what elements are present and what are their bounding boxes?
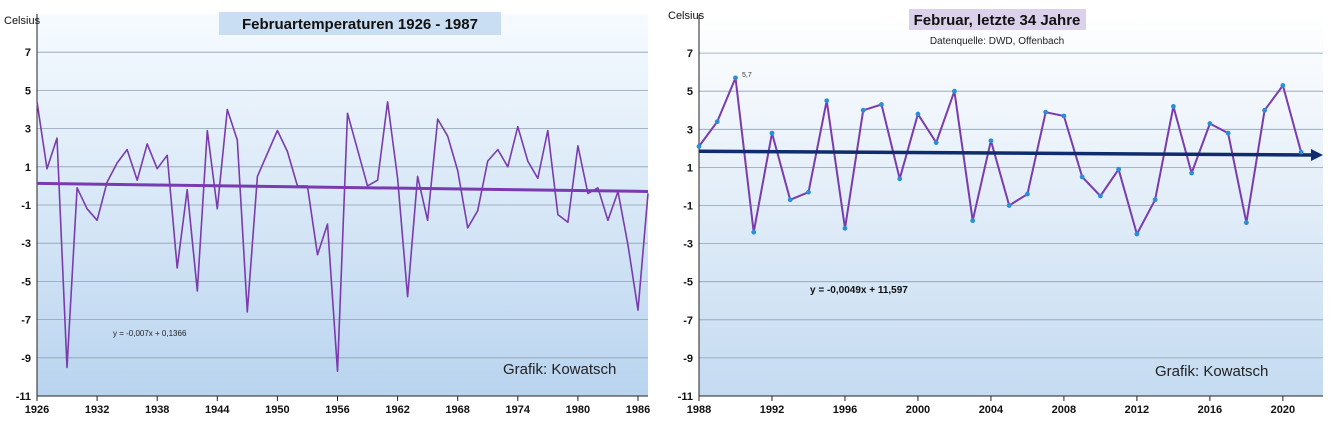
data-point (988, 138, 994, 144)
data-point (787, 197, 793, 203)
y-tick-label: -7 (21, 315, 31, 327)
credit-label: Grafik: Kowatsch (1155, 363, 1268, 380)
trend-line (36, 181, 649, 193)
gridlines (699, 52, 1323, 359)
data-point (1280, 83, 1286, 88)
chart-title: Februartemperaturen 1926 - 1987 (242, 16, 478, 33)
y-tick-label: 7 (687, 48, 693, 60)
x-tick-label: 1926 (25, 404, 49, 416)
data-point (1298, 149, 1304, 155)
x-tick-label: 2008 (1052, 404, 1076, 416)
data-point (733, 75, 738, 81)
data-point (824, 98, 830, 104)
data-point (769, 130, 775, 136)
chart-left: 7 5 3 1 -1 -3 -5 -7 -9 -11 1926 1932 1938 1944 1950 19… (4, 12, 650, 416)
y-tick-label: 1 (25, 162, 31, 174)
temperature-series-line (36, 101, 649, 373)
x-tick-label: 2020 (1271, 404, 1295, 416)
x-tick-label: 1992 (760, 404, 784, 416)
temperature-series-line (698, 76, 1303, 236)
point-label: 5,7 (742, 72, 752, 79)
x-tick-label: 1988 (687, 404, 711, 416)
x-tick-label: 1932 (85, 404, 109, 416)
y-tick-label: -3 (21, 238, 31, 250)
chart-title: Februar, letzte 34 Jahre (914, 12, 1081, 29)
x-tick-label: 1962 (385, 404, 409, 416)
y-tick-label: 3 (25, 124, 31, 136)
trend-equation: y = -0,007x + 0,1366 (113, 329, 187, 338)
data-point (1207, 121, 1213, 126)
trend-line (698, 149, 1316, 157)
y-tick-label: 1 (687, 162, 693, 174)
data-point (1116, 166, 1122, 172)
title-background (909, 9, 1086, 30)
y-tick-label: 7 (25, 47, 31, 59)
x-tick-label: 2016 (1198, 404, 1222, 416)
y-tick-label: -5 (21, 276, 31, 288)
y-unit-label: Celsius (668, 10, 705, 22)
x-tick-label: 1944 (205, 404, 230, 416)
chart-subtitle: Datenquelle: DWD, Offenbach (930, 36, 1064, 47)
x-tick-label: 1956 (325, 404, 349, 416)
data-point (1243, 220, 1249, 226)
x-tick-label: 1980 (566, 404, 590, 416)
data-point (1025, 191, 1030, 197)
data-point (1043, 109, 1049, 115)
x-tick-label: 1996 (833, 404, 857, 416)
data-point (879, 102, 884, 107)
title-background (219, 12, 501, 35)
trend-arrowhead (1311, 149, 1323, 162)
data-point (751, 229, 757, 235)
data-point (1170, 104, 1176, 109)
y-tick-label: 5 (687, 86, 693, 98)
x-tick-label: 1986 (626, 404, 650, 416)
y-tick-label: -1 (683, 201, 693, 213)
chart-right: 7 5 3 1 -1 -3 -5 -7 -9 -11 1988 1992 1996 2000 2004 20… (668, 9, 1323, 416)
y-tick-label: -1 (21, 200, 31, 212)
data-point (970, 218, 976, 224)
data-point (860, 107, 866, 113)
x-tick-label: 2012 (1125, 404, 1149, 416)
data-point (1225, 130, 1231, 136)
data-point (1262, 107, 1268, 113)
data-point (1006, 203, 1012, 208)
data-point (952, 88, 957, 94)
data-point (1152, 197, 1158, 203)
data-point (1189, 170, 1195, 176)
y-tick-label: -11 (678, 391, 693, 403)
trend-equation: y = -0,0049x + 11,597 (810, 285, 908, 296)
data-point (915, 111, 921, 117)
data-point (1061, 113, 1067, 119)
y-tick-label: -5 (683, 277, 693, 289)
data-point (897, 176, 903, 182)
data-point (1098, 193, 1103, 199)
y-tick-label: -9 (683, 353, 693, 365)
y-unit-label: Celsius (4, 15, 41, 27)
y-tick-label: -3 (683, 239, 693, 251)
y-tick-label: -11 (16, 391, 31, 403)
data-point (806, 189, 811, 195)
y-tick-label: -7 (683, 315, 693, 327)
x-tick-label: 1950 (265, 404, 289, 416)
data-point (714, 119, 720, 125)
x-tick-label: 1974 (506, 404, 531, 416)
data-point (933, 140, 939, 146)
data-point (1134, 231, 1140, 237)
x-tick-label: 1938 (145, 404, 169, 416)
y-tick-label: -9 (21, 353, 31, 365)
x-tick-label: 2000 (906, 404, 930, 416)
x-tick-label: 2004 (979, 404, 1004, 416)
data-point (1079, 174, 1085, 180)
credit-label: Grafik: Kowatsch (503, 361, 616, 378)
y-tick-label: 3 (687, 124, 693, 136)
data-point (696, 144, 702, 149)
y-tick-label: 5 (25, 85, 31, 97)
x-tick-label: 1968 (445, 404, 469, 416)
data-point (842, 225, 848, 231)
